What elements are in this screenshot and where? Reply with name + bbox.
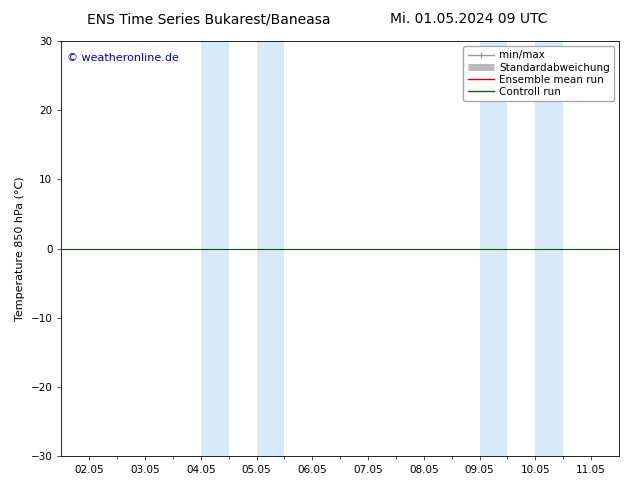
Bar bbox=[257, 41, 285, 456]
Bar bbox=[479, 41, 507, 456]
Bar bbox=[201, 41, 229, 456]
Text: Mi. 01.05.2024 09 UTC: Mi. 01.05.2024 09 UTC bbox=[391, 12, 548, 26]
Text: © weatheronline.de: © weatheronline.de bbox=[67, 53, 179, 64]
Bar bbox=[535, 41, 563, 456]
Y-axis label: Temperature 850 hPa (°C): Temperature 850 hPa (°C) bbox=[15, 176, 25, 321]
Legend: min/max, Standardabweichung, Ensemble mean run, Controll run: min/max, Standardabweichung, Ensemble me… bbox=[463, 46, 614, 101]
Text: ENS Time Series Bukarest/Baneasa: ENS Time Series Bukarest/Baneasa bbox=[87, 12, 331, 26]
